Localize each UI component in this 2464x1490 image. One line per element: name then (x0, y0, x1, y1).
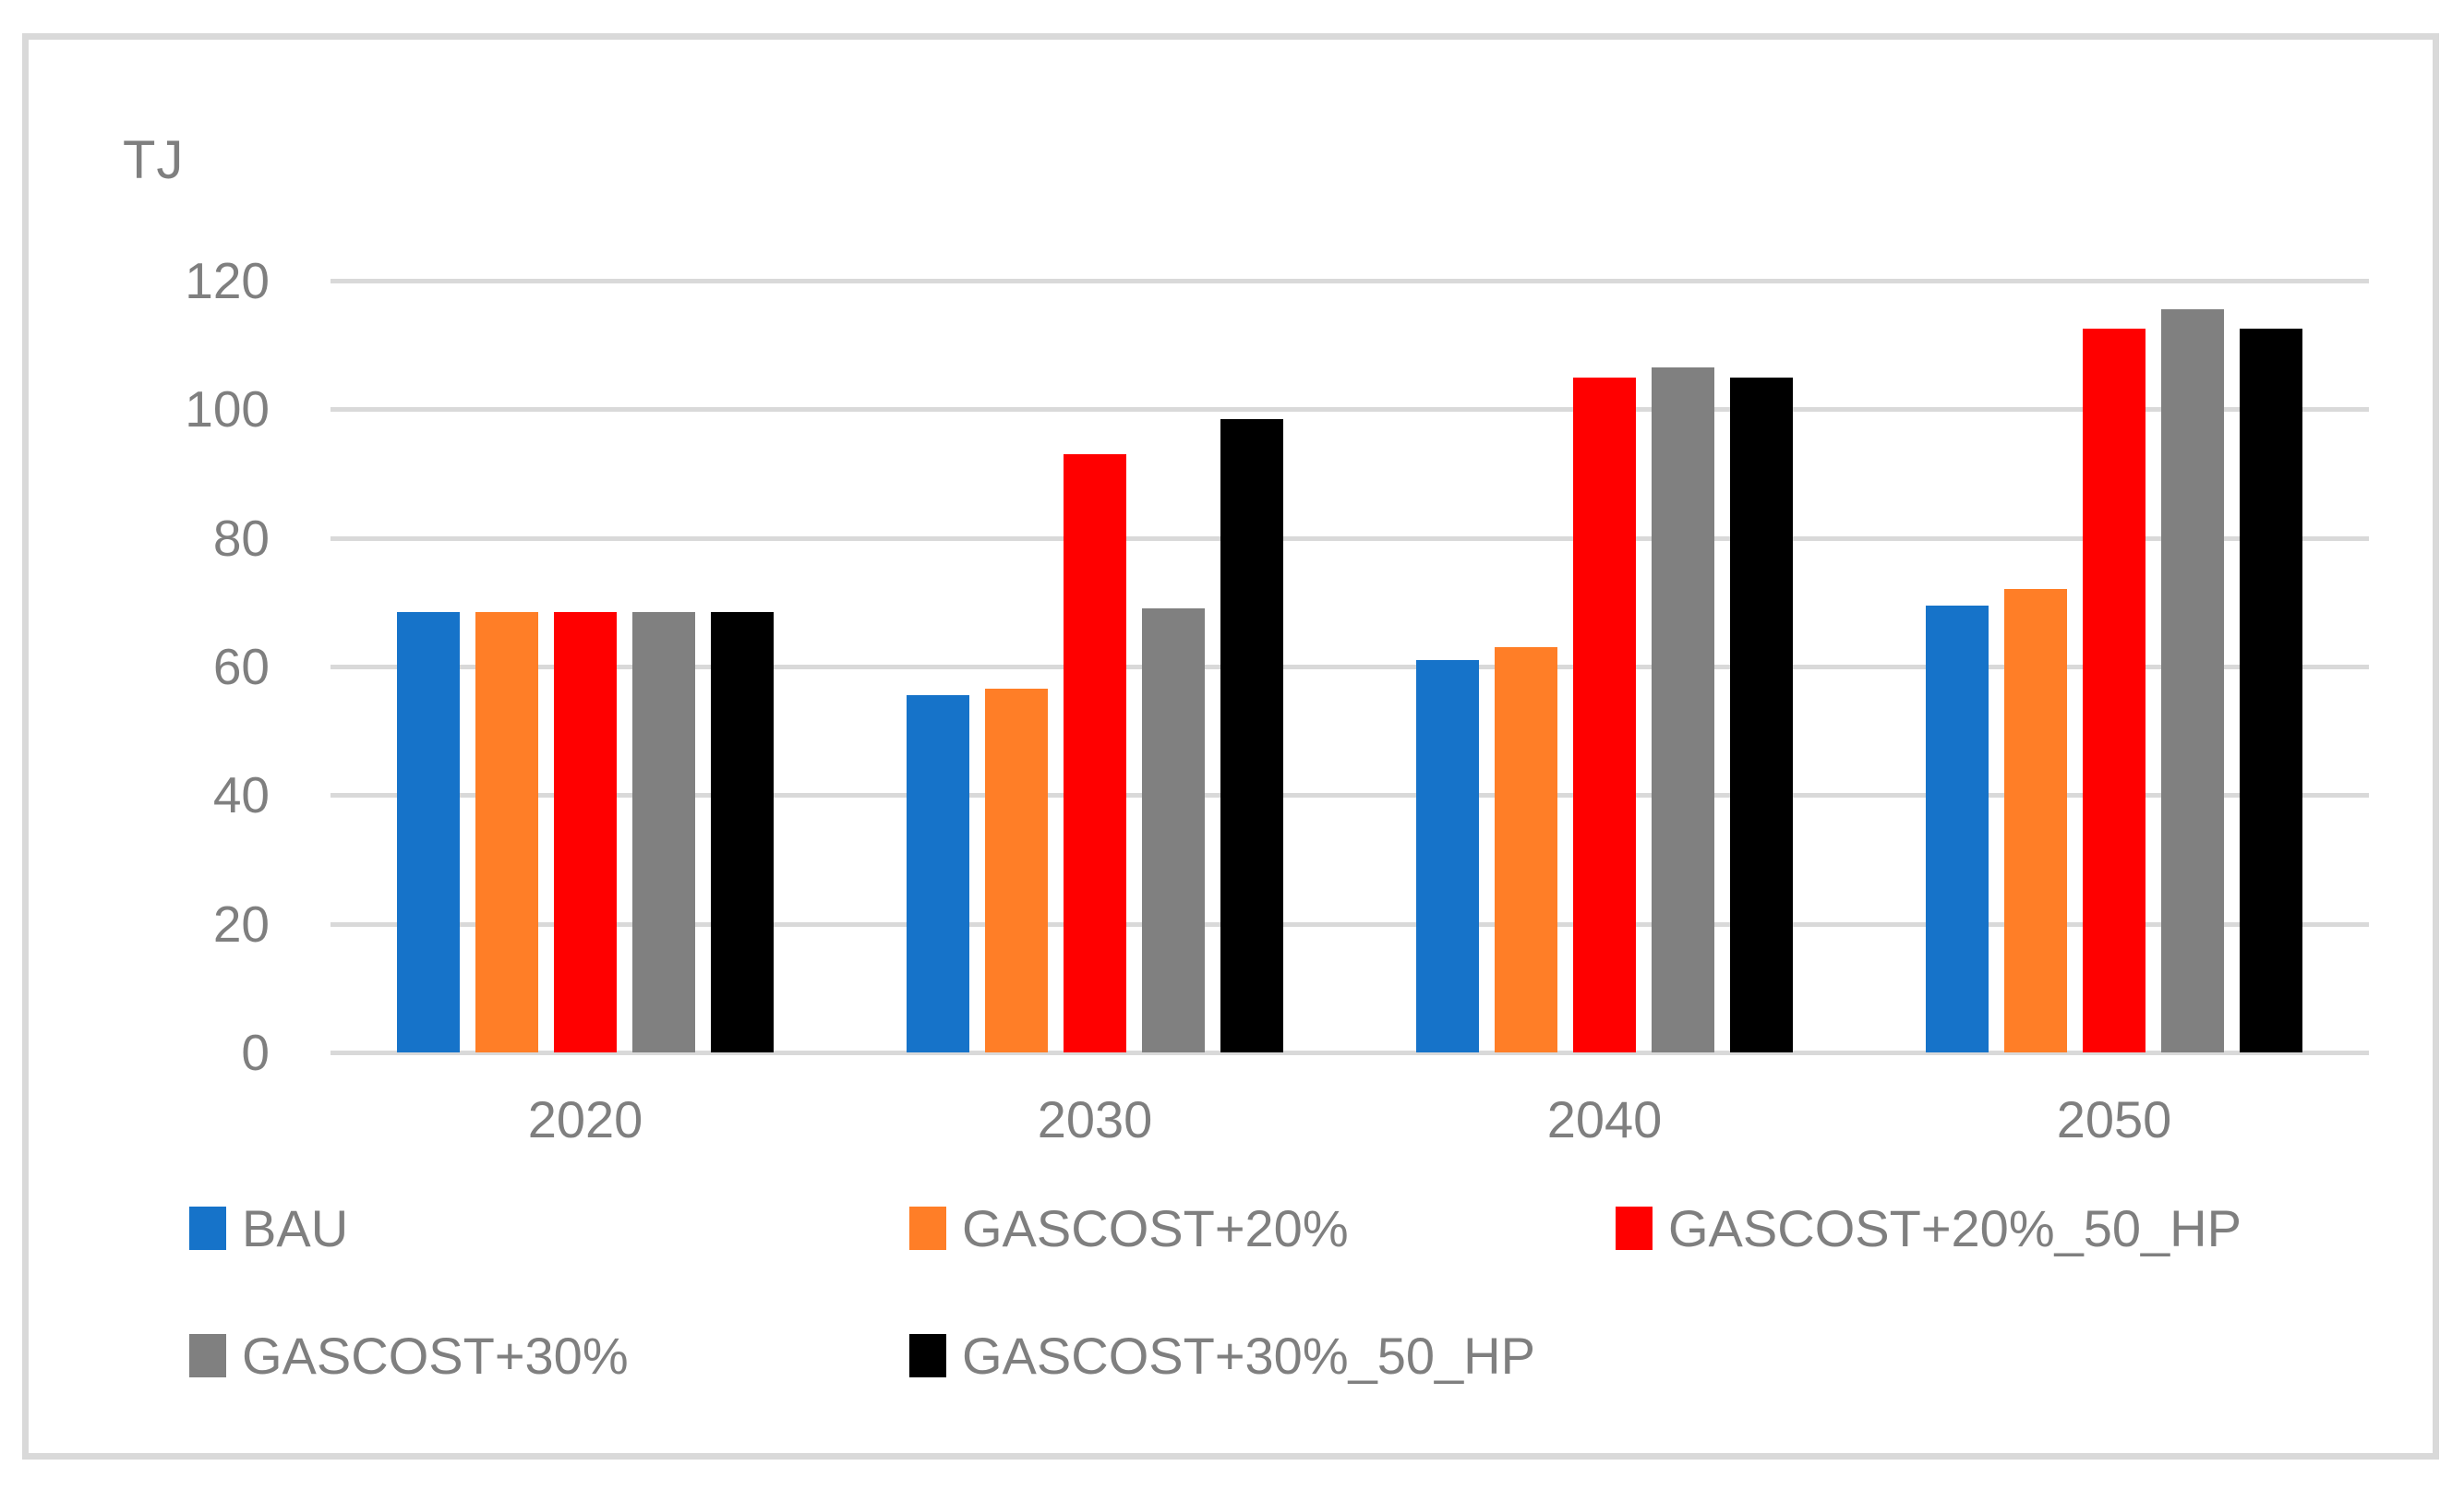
gridline (331, 407, 2369, 413)
y-axis-tick-label: 40 (212, 766, 270, 824)
legend-label: BAU (242, 1198, 349, 1257)
legend-swatch (189, 1206, 226, 1250)
legend-item: GASCOST+20%_50_HP (1616, 1198, 2242, 1257)
legend-item: GASCOST+30%_50_HP (909, 1326, 1535, 1385)
bar (1573, 377, 1636, 1052)
x-axis-category-label: 2020 (527, 1090, 643, 1148)
x-axis-line (331, 1051, 2369, 1055)
bar (2240, 329, 2302, 1052)
bar (632, 611, 695, 1052)
bar (1416, 660, 1479, 1052)
legend-label: GASCOST+20%_50_HP (1668, 1198, 2242, 1257)
bar (1064, 454, 1126, 1052)
legend-swatch (189, 1333, 226, 1377)
legend-item: GASCOST+20% (909, 1198, 1349, 1257)
bar (1730, 377, 1793, 1052)
bar (475, 611, 538, 1052)
y-axis-tick-label: 20 (212, 895, 270, 953)
bar (2161, 309, 2224, 1052)
bar (2083, 329, 2145, 1052)
x-axis-category-label: 2030 (1037, 1090, 1153, 1148)
legend-label: GASCOST+30% (242, 1326, 629, 1385)
legend-item: GASCOST+30% (189, 1326, 629, 1385)
plot-area (331, 279, 2369, 1055)
gridline (331, 921, 2369, 927)
bar (1142, 608, 1205, 1052)
gridline (331, 665, 2369, 669)
bar (397, 611, 460, 1052)
legend-label: GASCOST+20% (962, 1198, 1349, 1257)
y-axis-tick-label: 100 (185, 380, 270, 439)
y-axis-tick-label: 120 (185, 252, 270, 309)
x-axis-category-label: 2050 (2056, 1090, 2172, 1148)
bar (1926, 605, 1989, 1052)
gridline (331, 535, 2369, 541)
legend-swatch (1616, 1206, 1653, 1250)
y-axis-tick-label: 80 (212, 509, 270, 567)
y-axis-tick-label: 0 (241, 1024, 270, 1081)
bar (711, 611, 774, 1052)
legend-swatch (909, 1206, 946, 1250)
bar (907, 695, 969, 1052)
bar (554, 611, 617, 1052)
bar (1495, 647, 1557, 1052)
y-axis-unit-label: TJ (123, 130, 185, 190)
gridline (331, 793, 2369, 799)
legend-swatch (909, 1333, 946, 1377)
legend-label: GASCOST+30%_50_HP (962, 1326, 1535, 1385)
bar (2004, 589, 2067, 1052)
x-axis-category-label: 2040 (1546, 1090, 1663, 1148)
y-axis-tick-label: 60 (212, 638, 270, 695)
bar (985, 689, 1048, 1052)
legend-item: BAU (189, 1198, 348, 1257)
bar (1220, 418, 1283, 1052)
gridline (331, 279, 2369, 283)
bar (1652, 367, 1714, 1052)
